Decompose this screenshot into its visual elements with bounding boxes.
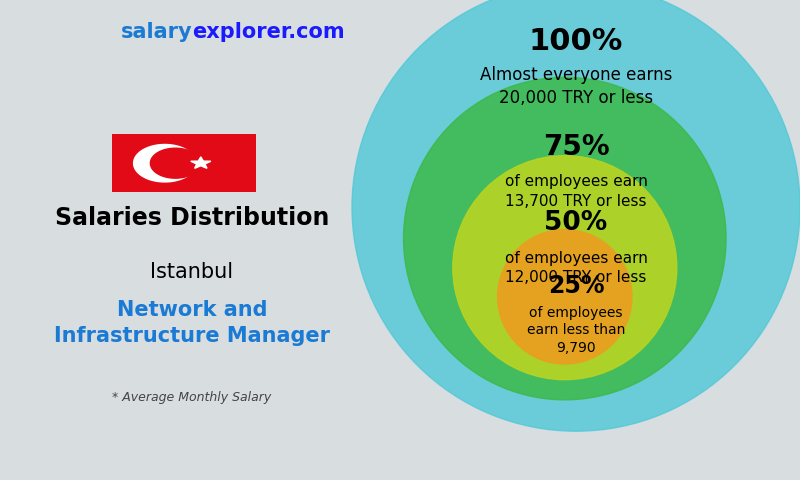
- Text: salary: salary: [120, 22, 192, 42]
- Text: Network and
Infrastructure Manager: Network and Infrastructure Manager: [54, 300, 330, 347]
- Circle shape: [498, 229, 632, 364]
- Text: of employees
earn less than
9,790: of employees earn less than 9,790: [527, 306, 625, 355]
- Text: 100%: 100%: [529, 27, 623, 56]
- Text: * Average Monthly Salary: * Average Monthly Salary: [112, 391, 272, 404]
- Circle shape: [352, 0, 800, 431]
- Text: explorer.com: explorer.com: [192, 22, 345, 42]
- Circle shape: [403, 77, 726, 400]
- Text: 50%: 50%: [544, 210, 608, 236]
- Text: Istanbul: Istanbul: [150, 262, 234, 282]
- FancyBboxPatch shape: [110, 133, 258, 193]
- Text: 75%: 75%: [542, 133, 610, 161]
- Text: Salaries Distribution: Salaries Distribution: [55, 206, 329, 230]
- Text: of employees earn
13,700 TRY or less: of employees earn 13,700 TRY or less: [505, 174, 647, 209]
- Text: of employees earn
12,000 TRY or less: of employees earn 12,000 TRY or less: [505, 251, 647, 285]
- Polygon shape: [150, 148, 200, 178]
- Circle shape: [453, 156, 677, 380]
- Polygon shape: [134, 144, 196, 182]
- Text: 25%: 25%: [548, 274, 604, 298]
- Polygon shape: [190, 157, 211, 168]
- Text: Almost everyone earns
20,000 TRY or less: Almost everyone earns 20,000 TRY or less: [480, 66, 672, 107]
